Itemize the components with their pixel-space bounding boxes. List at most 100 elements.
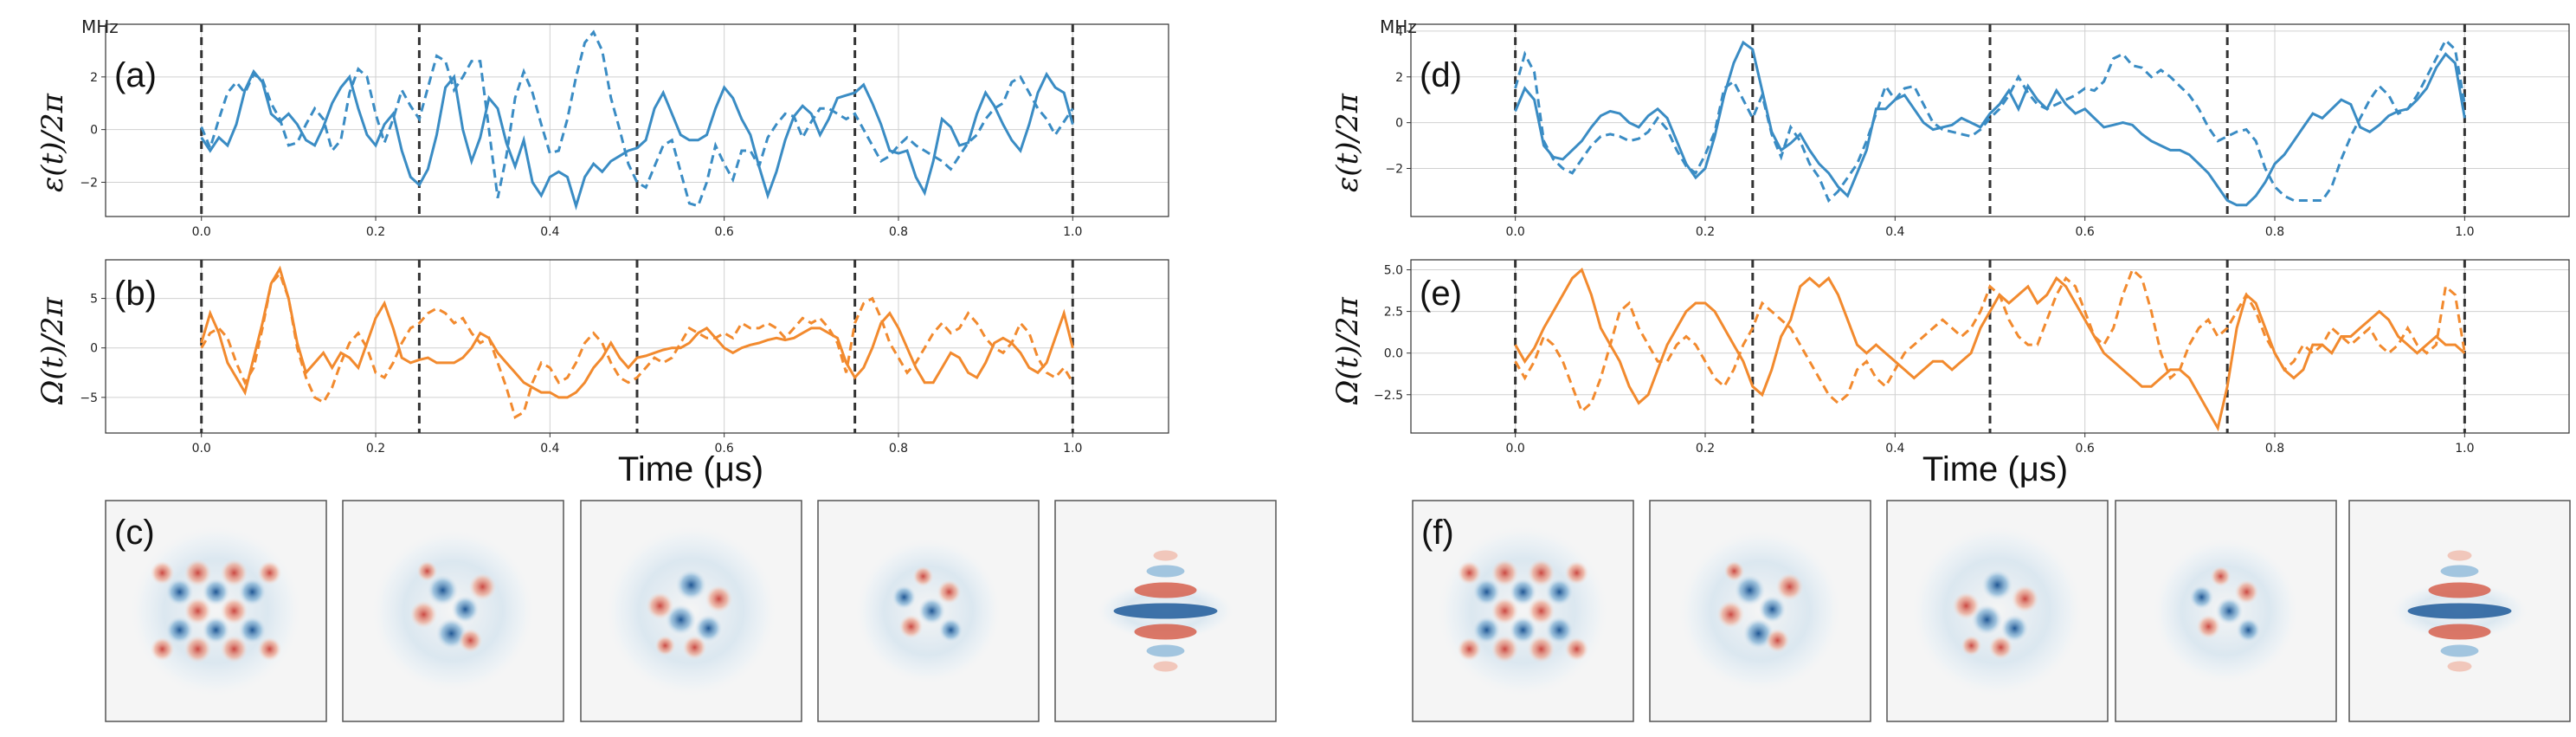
y-tick-label: 0 [1395, 117, 1403, 131]
x-tick-label: 0.0 [192, 442, 211, 456]
plot-panel-e: 0.0 0.2 0.4 0.6 0.8 1.0 −2.5 0.0 2.5 5.0 [1374, 259, 2570, 456]
wigner-positive-lobe [1457, 560, 1482, 585]
wigner-negative-lobe [202, 616, 230, 644]
wigner-panel [1054, 500, 1277, 722]
series-line-dashed [1514, 267, 2466, 414]
wigner-negative-lobe [238, 616, 267, 644]
wigner-negative-lobe [2189, 585, 2214, 610]
wigner-panel [580, 500, 802, 722]
series-line-solid [200, 68, 1074, 211]
wigner-negative-lobe [2215, 597, 2244, 625]
wigner-negative-lobe [1146, 644, 1185, 657]
y-tick-label: 2 [90, 71, 98, 85]
axes-frame [105, 23, 1169, 217]
x-tick-label: 0.6 [2076, 225, 2095, 239]
wigner-positive-lobe [257, 560, 282, 585]
wigner-negative-lobe [892, 585, 917, 610]
wigner-positive-lobe [416, 560, 438, 582]
wigner-positive-lobe [2210, 566, 2231, 587]
wigner-positive-lobe [2428, 624, 2491, 640]
wigner-positive-lobe [2196, 614, 2221, 639]
wigner-positive-lobe [257, 637, 282, 662]
wigner-positive-lobe [1723, 560, 1745, 582]
y-tick-label: 5 [90, 293, 98, 307]
wigner-positive-lobe [898, 614, 924, 639]
x-tick-label: 0.8 [2265, 225, 2284, 239]
wigner-positive-lobe [184, 559, 212, 587]
wigner-halo [1436, 524, 1610, 698]
wigner-negative-lobe [1146, 565, 1185, 578]
wigner-panel [1649, 500, 1871, 722]
panel-tag-b: (b) [114, 275, 157, 313]
x-tick-label: 0.0 [1506, 225, 1525, 239]
wigner-positive-lobe [1457, 637, 1482, 662]
y-tick-label: −2 [80, 176, 98, 190]
wigner-negative-lobe [1472, 616, 1501, 644]
wigner-positive-lobe [1527, 597, 1555, 625]
wigner-positive-lobe [1775, 572, 1804, 601]
panel-tag-c: (c) [114, 514, 155, 552]
x-tick-label: 0.2 [366, 442, 385, 456]
wigner-negative-lobe [1545, 616, 1574, 644]
wigner-negative-lobe [665, 604, 697, 636]
ylabel-b: Ω(t)/2π [35, 296, 70, 404]
x-tick-label: 0.2 [1696, 225, 1715, 239]
series-line-solid [200, 265, 1074, 399]
wigner-positive-lobe [1527, 635, 1555, 663]
wigner-negative-lobe [2000, 614, 2029, 643]
unit-label-left: MHz [81, 16, 119, 37]
wigner-negative-lobe [451, 595, 480, 624]
wigner-positive-lobe [1564, 637, 1589, 662]
x-tick-label: 1.0 [2455, 442, 2474, 456]
x-tick-label: 0.6 [715, 442, 734, 456]
ylabel-d: ε(t)/2π [1330, 93, 1365, 192]
wigner-panel [105, 500, 327, 722]
wigner-positive-lobe [2447, 550, 2472, 561]
wigner-positive-lobe [220, 597, 248, 625]
x-tick-label: 0.8 [889, 225, 908, 239]
wigner-positive-lobe [1153, 661, 1178, 672]
wigner-positive-lobe [220, 559, 248, 587]
plot-panel-b: 0.0 0.2 0.4 0.6 0.8 1.0 −5 0 5 [80, 259, 1169, 456]
x-tick-label: 0.6 [715, 225, 734, 239]
y-tick-label: 5.0 [1384, 264, 1403, 278]
series-line-dashed [200, 29, 1074, 208]
wigner-positive-lobe [150, 560, 175, 585]
series-line-dashed [200, 271, 1074, 419]
wigner-positive-lobe [654, 635, 676, 656]
x-tick-label: 0.6 [2076, 442, 2095, 456]
wigner-negative-lobe [1113, 603, 1218, 619]
wigner-positive-lobe [1961, 635, 1982, 656]
y-tick-label: −2.5 [1374, 389, 1403, 403]
y-tick-label: 2 [1395, 71, 1403, 85]
wigner-positive-lobe [220, 635, 248, 663]
y-tick-label: −2 [1385, 163, 1403, 177]
wigner-positive-lobe [150, 637, 175, 662]
wigner-negative-lobe [165, 578, 194, 606]
wigner-row [105, 500, 2571, 722]
wigner-positive-lobe [458, 628, 483, 653]
y-tick-label: 0 [90, 342, 98, 356]
wigner-negative-lobe [1734, 574, 1766, 606]
wigner-positive-lobe [1134, 624, 1197, 640]
y-tick-label: 4 [1395, 25, 1403, 39]
xlabel-right: Time (μs) [1922, 450, 2068, 488]
wigner-positive-lobe [1564, 560, 1589, 585]
wigner-negative-lobe [2440, 644, 2479, 657]
x-tick-label: 0.4 [540, 442, 559, 456]
wigner-negative-lobe [1971, 604, 2003, 636]
x-tick-label: 0.0 [1506, 442, 1525, 456]
x-tick-label: 1.0 [1063, 442, 1082, 456]
y-tick-label: 2.5 [1384, 306, 1403, 320]
wigner-positive-lobe [1491, 635, 1519, 663]
wigner-positive-lobe [2234, 579, 2259, 604]
y-tick-label: 0.0 [1384, 347, 1403, 361]
plot-panel-d: 0.0 0.2 0.4 0.6 0.8 1.0 −2 0 2 4 [1385, 23, 2570, 239]
x-tick-label: 0.8 [2265, 442, 2284, 456]
wigner-positive-lobe [937, 579, 962, 604]
wigner-negative-lobe [918, 597, 946, 625]
wigner-positive-lobe [468, 572, 497, 601]
wigner-negative-lobe [202, 578, 230, 606]
wigner-positive-lobe [912, 566, 934, 587]
